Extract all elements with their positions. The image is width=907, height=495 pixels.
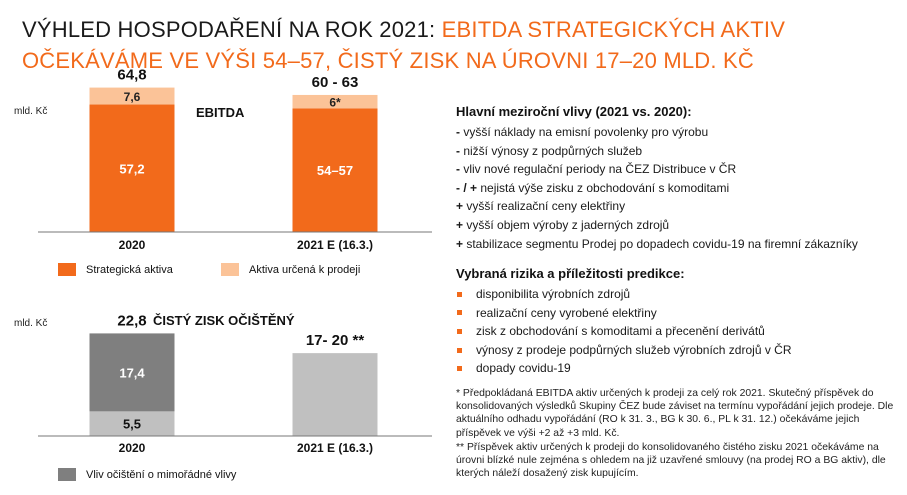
- bullet-icon: [457, 310, 462, 316]
- bar-total-label: 17- 20 **: [306, 332, 365, 349]
- legend-swatch-gray: [58, 468, 76, 481]
- driver-text: vyšší náklady na emisní povolenky pro vý…: [460, 125, 709, 139]
- bar-net-income-1-0: [292, 353, 378, 436]
- category-label: 2021 E (16.3.): [297, 441, 373, 455]
- legend-swatch-orange: [58, 263, 76, 276]
- driver-sign: +: [456, 199, 464, 214]
- bar-ebitda-1-0: [292, 108, 378, 232]
- bar-value-label: 17,4: [119, 365, 145, 380]
- bar-value-label: 6*: [329, 96, 341, 110]
- bullet-icon: [457, 366, 462, 372]
- title-part-1: VÝHLED HOSPODAŘENÍ NA ROK 2021:: [22, 17, 442, 42]
- driver-text: nejistá výše zisku z obchodování s komod…: [477, 180, 730, 195]
- driver-text: stabilizace segmentu Prodej po dopadech …: [463, 236, 858, 251]
- driver-item: + vyšší realizační ceny elektřiny: [456, 197, 901, 216]
- driver-item: + stabilizace segmentu Prodej po dopadec…: [456, 235, 901, 254]
- bar-ebitda-0-1: [89, 87, 175, 105]
- ebitda-chart-title: EBITDA: [196, 105, 245, 120]
- risk-item: disponibilita výrobních zdrojů: [456, 285, 901, 304]
- driver-item: - / + nejistá výše zisku z obchodování s…: [456, 179, 901, 198]
- driver-item: - nižší výnosy z podpůrných služeb: [456, 142, 901, 161]
- driver-text: vyšší objem výroby z jaderných zdrojů: [463, 217, 670, 232]
- bar-ebitda-1-1: [292, 94, 378, 109]
- category-label: 2020: [119, 441, 146, 455]
- risk-text: disponibilita výrobních zdrojů: [476, 287, 631, 301]
- page-title: VÝHLED HOSPODAŘENÍ NA ROK 2021: EBITDA S…: [22, 14, 892, 76]
- bar-value-label: 7,6: [124, 90, 141, 104]
- bar-total-label: 22,8: [117, 312, 146, 329]
- legend-item-strategic: Strategická aktiva: [58, 263, 173, 276]
- bar-total-label: 60 - 63: [312, 74, 359, 91]
- risk-text: zisk z obchodování s komoditami a přecen…: [476, 324, 765, 339]
- legend-label-strategic: Strategická aktiva: [86, 263, 173, 276]
- category-label: 2020: [119, 238, 146, 252]
- driver-text: vliv nové regulační periody na ČEZ Distr…: [460, 162, 737, 177]
- legend-label-for-sale: Aktiva určená k prodeji: [249, 263, 361, 276]
- bar-net-income-0-1: [89, 333, 175, 412]
- driver-sign: - / +: [456, 180, 478, 195]
- legend-label-adjustment: Vliv očištění o mimořádné vlivy: [86, 468, 237, 481]
- bar-ebitda-0-0: [89, 104, 175, 232]
- driver-item: - vliv nové regulační periody na ČEZ Dis…: [456, 160, 901, 179]
- driver-sign: +: [456, 217, 464, 232]
- driver-text: nižší výnosy z podpůrných služeb: [460, 143, 643, 158]
- driver-sign: +: [456, 236, 464, 251]
- charts-canvas: 57,2 7,6 64,8 2020 54–57 6* 60 - 63 2021 E (16.…: [38, 67, 432, 455]
- bar-value-label: 57,2: [119, 161, 144, 176]
- bullet-icon: [457, 291, 462, 297]
- risk-item: výnosy z prodeje podpůrných služeb výrob…: [456, 341, 901, 360]
- footnote-2: ** Příspěvek aktiv určených k prodeji do…: [456, 442, 886, 480]
- risk-text: dopady covidu-19: [476, 361, 571, 376]
- bullet-icon: [457, 328, 462, 334]
- driver-item: - vyšší náklady na emisní povolenky pro …: [456, 123, 901, 142]
- drivers-list: - vyšší náklady na emisní povolenky pro …: [456, 123, 901, 253]
- title-part-2: EBITDA STRATEGICKÝCH AKTIV OČEKÁVÁME VE …: [22, 17, 786, 73]
- bar-value-label: 5,5: [123, 417, 141, 432]
- ebitda-unit-label: mld. Kč: [14, 106, 48, 117]
- driver-sign: -: [456, 143, 460, 158]
- legend-item-for-sale: Aktiva určená k prodeji: [221, 263, 360, 276]
- driver-sign: -: [456, 125, 460, 139]
- drivers-section: Hlavní meziroční vlivy (2021 vs. 2020): …: [456, 104, 901, 253]
- bar-net-income-0-0: [89, 411, 175, 436]
- risk-text: realizační ceny vyrobené elektřiny: [476, 305, 657, 320]
- bar-value-label: 54–57: [317, 163, 353, 178]
- risks-heading: Vybraná rizika a příležitosti predikce:: [456, 266, 685, 281]
- risks-section: Vybraná rizika a příležitosti predikce: …: [456, 266, 901, 378]
- footnote-1: * Předpokládaná EBITDA aktiv určených k …: [456, 388, 894, 439]
- net-income-unit-label: mld. Kč: [14, 318, 48, 329]
- risk-item: zisk z obchodování s komoditami a přecen…: [456, 322, 901, 341]
- risk-item: realizační ceny vyrobené elektřiny: [456, 304, 901, 323]
- risk-text: výnosy z prodeje podpůrných služeb výrob…: [476, 342, 792, 357]
- legend-item-adjustment: Vliv očištění o mimořádné vlivy: [58, 468, 236, 481]
- bar-total-label: 64,8: [117, 67, 146, 84]
- driver-text: vyšší realizační ceny elektřiny: [463, 199, 626, 214]
- risk-item: dopady covidu-19: [456, 359, 901, 378]
- risks-list: disponibilita výrobních zdrojů realizační…: [456, 285, 901, 378]
- category-label: 2021 E (16.3.): [297, 238, 373, 252]
- driver-sign: -: [456, 162, 460, 177]
- bullet-icon: [457, 347, 462, 353]
- legend-swatch-peach: [221, 263, 239, 276]
- driver-item: + vyšší objem výroby z jaderných zdrojů: [456, 216, 901, 235]
- drivers-heading: Hlavní meziroční vlivy (2021 vs. 2020):: [456, 104, 692, 119]
- net-income-chart-title: ČISTÝ ZISK OČIŠTĚNÝ: [153, 313, 295, 328]
